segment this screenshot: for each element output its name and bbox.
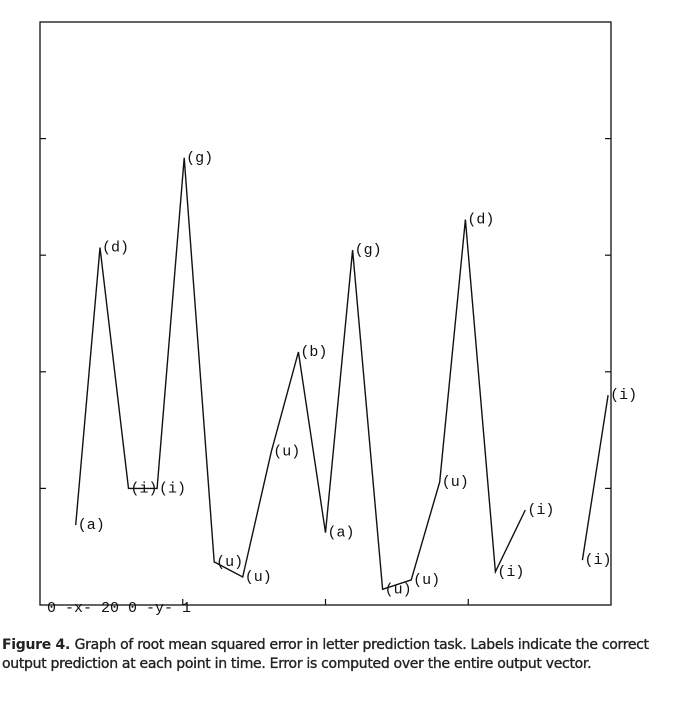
point-label: (i)	[497, 564, 524, 581]
error-line	[75, 157, 609, 591]
point-label: (u)	[413, 572, 440, 589]
point-label: (b)	[300, 344, 327, 361]
figure: 0 -x- 20 0 -y- 1 (a)(d)(i) (i)(g)(u)(u)(u…	[39, 21, 637, 617]
point-label: (d)	[102, 240, 129, 257]
axis-note: 0 -x- 20 0 -y- 1	[47, 600, 191, 617]
point-label: (a)	[328, 525, 355, 542]
point-label: (i)	[527, 502, 554, 519]
point-label: (i)	[131, 480, 158, 497]
point-label: (a)	[78, 517, 105, 534]
caption-label: Figure 4.	[2, 637, 70, 653]
caption: Figure 4. Graph of root mean squared err…	[2, 636, 692, 674]
point-label: (u)	[442, 474, 469, 491]
plot-frame	[39, 21, 612, 606]
caption-text: Graph of root mean squared error in lett…	[2, 637, 649, 672]
point-label: (u)	[273, 444, 300, 461]
point-label: (u)	[216, 554, 243, 571]
point-label: (i)	[610, 387, 637, 404]
point-label: (u)	[245, 569, 272, 586]
point-label: (i)	[159, 480, 186, 497]
point-label: (u)	[385, 581, 412, 598]
point-label: (i)	[584, 552, 611, 569]
point-label: (g)	[186, 150, 213, 167]
point-label: (d)	[467, 212, 494, 229]
point-label: (g)	[355, 242, 382, 259]
